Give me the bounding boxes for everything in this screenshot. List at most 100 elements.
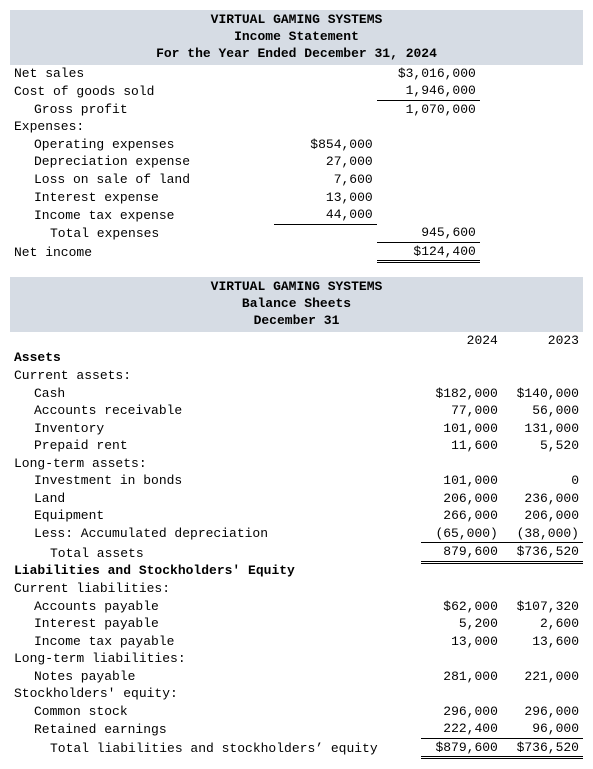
section-heading: Liabilities and Stockholders' Equity (10, 562, 382, 580)
table-row: Gross profit 1,070,000 (10, 100, 583, 118)
label: Less: Accumulated depreciation (10, 525, 382, 543)
table-row: Current assets: (10, 367, 583, 385)
value: $107,320 (502, 598, 583, 616)
label: Interest expense (10, 189, 274, 207)
value: 7,600 (274, 171, 377, 189)
table-row: Loss on sale of land 7,600 (10, 171, 583, 189)
table-row: 2024 2023 (10, 332, 583, 350)
value: 0 (502, 472, 583, 490)
value: $62,000 (421, 598, 502, 616)
value: $124,400 (377, 242, 480, 262)
label: Retained earnings (10, 720, 382, 738)
table-row: Stockholders' equity: (10, 685, 583, 703)
subheading: Long-term liabilities: (10, 650, 382, 668)
income-statement-table: Net sales $3,016,000 Cost of goods sold … (10, 65, 583, 264)
label: Land (10, 490, 382, 508)
label: Interest payable (10, 615, 382, 633)
section-heading: Assets (10, 349, 382, 367)
label: Gross profit (10, 100, 274, 118)
subheading: Stockholders' equity: (10, 685, 382, 703)
value: 1,946,000 (377, 82, 480, 100)
table-row: Long-term assets: (10, 455, 583, 473)
value: 5,200 (421, 615, 502, 633)
table-row: Land 206,000 236,000 (10, 490, 583, 508)
balance-sheet-table: 2024 2023 Assets Current assets: Cash $1… (10, 332, 583, 760)
value: 13,000 (421, 633, 502, 651)
label: Inventory (10, 420, 382, 438)
table-row: Cash $182,000 $140,000 (10, 385, 583, 403)
subheading: Current assets: (10, 367, 382, 385)
value: 77,000 (421, 402, 502, 420)
value: 236,000 (502, 490, 583, 508)
label: Net sales (10, 65, 274, 83)
statement-period: December 31 (10, 313, 583, 330)
table-row: Current liabilities: (10, 580, 583, 598)
table-row: Total assets 879,600 $736,520 (10, 543, 583, 563)
table-row: Operating expenses $854,000 (10, 136, 583, 154)
table-row: Income tax payable 13,000 13,600 (10, 633, 583, 651)
table-row: Depreciation expense 27,000 (10, 153, 583, 171)
year-col-1: 2024 (421, 332, 502, 350)
value: 296,000 (421, 703, 502, 721)
value: 27,000 (274, 153, 377, 171)
value: 13,600 (502, 633, 583, 651)
table-row: Retained earnings 222,400 96,000 (10, 720, 583, 738)
label: Income tax payable (10, 633, 382, 651)
value: 101,000 (421, 472, 502, 490)
statement-period: For the Year Ended December 31, 2024 (10, 46, 583, 63)
table-row: Net sales $3,016,000 (10, 65, 583, 83)
statement-title: Income Statement (10, 29, 583, 46)
value: 44,000 (274, 206, 377, 224)
table-row: Investment in bonds 101,000 0 (10, 472, 583, 490)
value: $736,520 (502, 543, 583, 563)
table-row: Common stock 296,000 296,000 (10, 703, 583, 721)
value: 11,600 (421, 437, 502, 455)
label: Accounts receivable (10, 402, 382, 420)
label: Cash (10, 385, 382, 403)
label: Loss on sale of land (10, 171, 274, 189)
value: 5,520 (502, 437, 583, 455)
value: 879,600 (421, 543, 502, 563)
table-row: Income tax expense 44,000 (10, 206, 583, 224)
value: 281,000 (421, 668, 502, 686)
value: 945,600 (377, 224, 480, 242)
value: 206,000 (421, 490, 502, 508)
value: 2,600 (502, 615, 583, 633)
balance-sheet-header: VIRTUAL GAMING SYSTEMS Balance Sheets De… (10, 277, 583, 332)
value: $854,000 (274, 136, 377, 154)
table-row: Long-term liabilities: (10, 650, 583, 668)
value: $736,520 (502, 738, 583, 758)
label: Total assets (10, 543, 382, 563)
table-row: Less: Accumulated depreciation (65,000) … (10, 525, 583, 543)
label: Equipment (10, 507, 382, 525)
value: 266,000 (421, 507, 502, 525)
table-row: Net income $124,400 (10, 242, 583, 262)
label: Operating expenses (10, 136, 274, 154)
table-row: Accounts receivable 77,000 56,000 (10, 402, 583, 420)
table-row: Expenses: (10, 118, 583, 136)
label: Total expenses (10, 224, 274, 242)
company-name: VIRTUAL GAMING SYSTEMS (10, 279, 583, 296)
income-statement-header: VIRTUAL GAMING SYSTEMS Income Statement … (10, 10, 583, 65)
value: (38,000) (502, 525, 583, 543)
value: 96,000 (502, 720, 583, 738)
label: Notes payable (10, 668, 382, 686)
label: Investment in bonds (10, 472, 382, 490)
value: 13,000 (274, 189, 377, 207)
label: Accounts payable (10, 598, 382, 616)
table-row: Accounts payable $62,000 $107,320 (10, 598, 583, 616)
label: Depreciation expense (10, 153, 274, 171)
subheading: Current liabilities: (10, 580, 382, 598)
value: 221,000 (502, 668, 583, 686)
value: 101,000 (421, 420, 502, 438)
table-row: Total expenses 945,600 (10, 224, 583, 242)
label: Total liabilities and stockholders’ equi… (10, 738, 382, 758)
value: 222,400 (421, 720, 502, 738)
statement-title: Balance Sheets (10, 296, 583, 313)
table-row: Cost of goods sold 1,946,000 (10, 82, 583, 100)
value: 296,000 (502, 703, 583, 721)
value: 56,000 (502, 402, 583, 420)
table-row: Interest payable 5,200 2,600 (10, 615, 583, 633)
value: 131,000 (502, 420, 583, 438)
company-name: VIRTUAL GAMING SYSTEMS (10, 12, 583, 29)
